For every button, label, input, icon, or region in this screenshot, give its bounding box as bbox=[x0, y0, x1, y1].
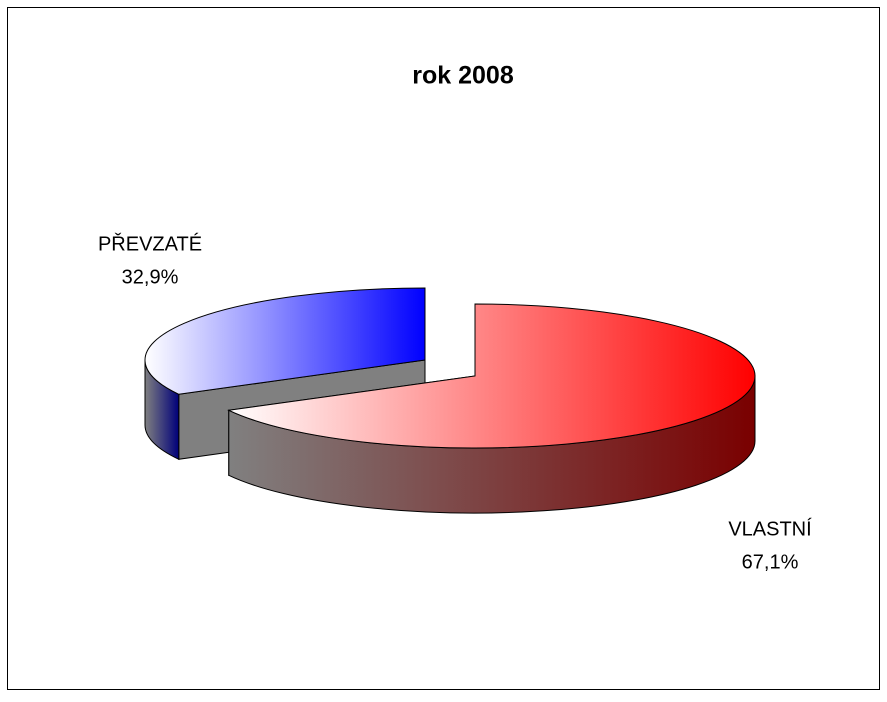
slice-top bbox=[144, 287, 426, 395]
slice bbox=[227, 303, 756, 514]
slice-label: VLASTNÍ bbox=[728, 517, 812, 540]
slice-value-label: 67,1% bbox=[742, 551, 799, 573]
slice-top bbox=[227, 303, 756, 449]
chart-title: rok 2008 bbox=[412, 62, 514, 90]
slice-value-label: 32,9% bbox=[122, 266, 179, 288]
slice-label: PŘEVZATÉ bbox=[98, 232, 202, 255]
chart-border bbox=[7, 7, 880, 690]
